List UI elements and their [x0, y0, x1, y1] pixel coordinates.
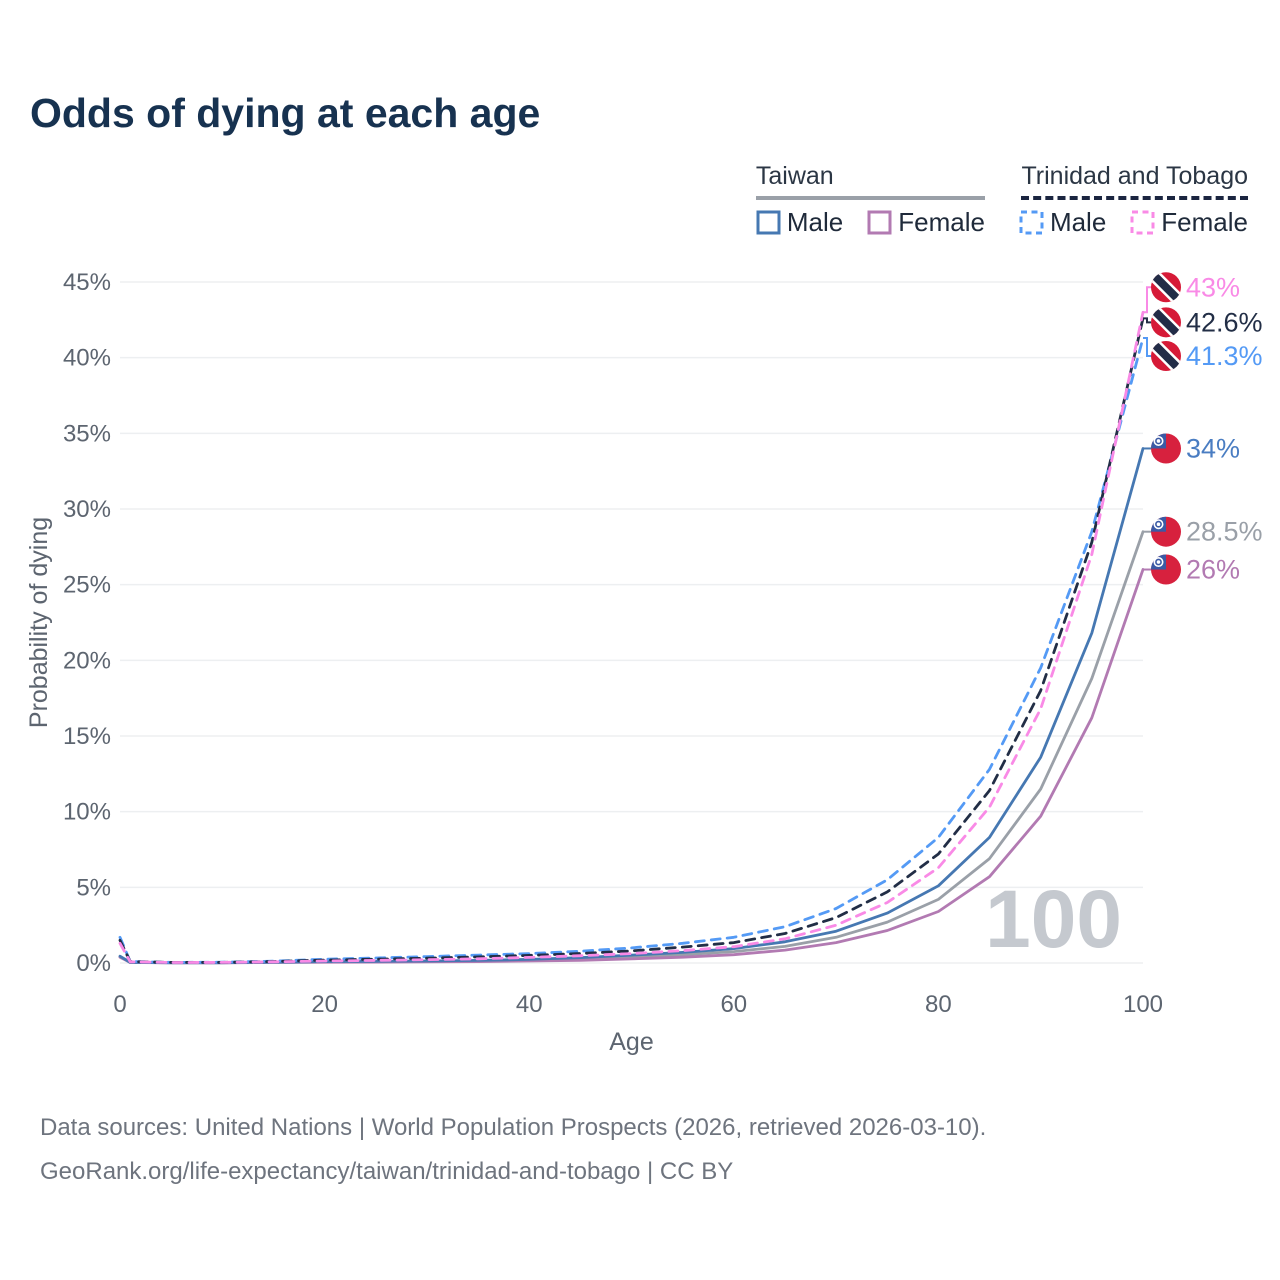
- legend-swatch-tt-male-icon: [1019, 210, 1044, 235]
- end-value-label-trinidad-and-tobago-female: 43%: [1186, 272, 1240, 302]
- flag-icon-trinidad-and-tobago: [1151, 307, 1181, 338]
- end-value-label-taiwan-female: 26%: [1186, 555, 1240, 585]
- legend-label: Male: [1049, 207, 1107, 237]
- legend-group-taiwan: Taiwan Male Female: [755, 162, 985, 238]
- mortality-line-chart[interactable]: 0% 5% 10% 15% 20% 25% 30% 35% 40% 45% 0 20 40 60 80 100…: [0, 0, 1280, 1080]
- y-tick-label: 25%: [63, 572, 111, 599]
- y-tick-label: 20%: [63, 647, 111, 674]
- end-value-label-trinidad-and-tobago-both: 42.6%: [1186, 307, 1263, 337]
- series-line-trinidad-and-tobago-both[interactable]: [118, 316, 1145, 964]
- callout-connector-trinidad-and-tobago-male: [1143, 336, 1151, 357]
- y-tick-label: 40%: [63, 345, 111, 372]
- legend-country-trinidad-and-tobago: Trinidad and Tobago: [1021, 162, 1248, 200]
- legend-label: Male: [786, 207, 844, 237]
- legend-swatch-taiwan-female-icon: [867, 210, 892, 235]
- end-value-label-trinidad-and-tobago-male: 41.3%: [1186, 341, 1263, 371]
- end-value-label-taiwan-male: 34%: [1186, 433, 1240, 463]
- legend-items-taiwan: Male Female: [756, 207, 985, 238]
- flag-icon-taiwan: [1151, 433, 1181, 464]
- legend-label: Female: [898, 207, 985, 237]
- legend: Taiwan Male Female Trinidad and Tobago: [755, 162, 1248, 238]
- series-line-trinidad-and-tobago-male[interactable]: [118, 336, 1145, 964]
- chart-title: Odds of dying at each age: [30, 90, 541, 136]
- legend-country-taiwan: Taiwan: [755, 162, 985, 200]
- x-tick-label: 20: [311, 991, 338, 1018]
- footer-data-sources: Data sources: United Nations | World Pop…: [40, 1114, 987, 1141]
- x-axis-title: Age: [609, 1028, 653, 1056]
- y-tick-label: 15%: [63, 723, 111, 750]
- legend-swatch-tt-female-icon: [1130, 210, 1155, 235]
- flag-icon-trinidad-and-tobago: [1151, 340, 1181, 371]
- legend-item-trinidad-and-tobago-female[interactable]: Female: [1130, 207, 1248, 238]
- footer-attribution: GeoRank.org/life-expectancy/taiwan/trini…: [40, 1158, 734, 1185]
- series-line-trinidad-and-tobago-female[interactable]: [118, 310, 1145, 964]
- legend-group-trinidad-and-tobago: Trinidad and Tobago Male Female: [1019, 162, 1248, 238]
- y-tick-label: 35%: [63, 420, 111, 447]
- flag-icon-trinidad-and-tobago: [1151, 272, 1181, 303]
- x-tick-label: 80: [925, 991, 952, 1018]
- callout-connector-trinidad-and-tobago-female: [1143, 286, 1151, 314]
- legend-item-trinidad-and-tobago-male[interactable]: Male: [1019, 207, 1106, 238]
- y-tick-label: 10%: [63, 799, 111, 826]
- legend-items-trinidad-and-tobago: Male Female: [1019, 207, 1248, 238]
- flag-icon-taiwan: [1151, 554, 1181, 585]
- flag-icon-taiwan: [1151, 516, 1181, 547]
- end-value-label-taiwan-both: 28.5%: [1186, 517, 1263, 547]
- y-tick-label: 30%: [63, 496, 111, 523]
- x-tick-label: 60: [720, 991, 747, 1018]
- x-tick-label: 40: [516, 991, 543, 1018]
- x-tick-label: 0: [113, 991, 126, 1018]
- legend-item-taiwan-female[interactable]: Female: [867, 207, 985, 238]
- hover-age-watermark: 100: [985, 874, 1122, 965]
- legend-swatch-taiwan-male-icon: [756, 210, 781, 235]
- x-tick-label: 100: [1123, 991, 1163, 1018]
- y-tick-label: 0%: [76, 950, 111, 977]
- legend-item-taiwan-male[interactable]: Male: [756, 207, 843, 238]
- callout-connector-trinidad-and-tobago-both: [1143, 317, 1151, 324]
- legend-label: Female: [1161, 207, 1248, 237]
- y-axis-title: Probability of dying: [25, 517, 53, 728]
- footer: Data sources: United Nations | World Pop…: [40, 1106, 986, 1194]
- y-tick-label: 45%: [63, 269, 111, 296]
- y-tick-label: 5%: [76, 874, 111, 901]
